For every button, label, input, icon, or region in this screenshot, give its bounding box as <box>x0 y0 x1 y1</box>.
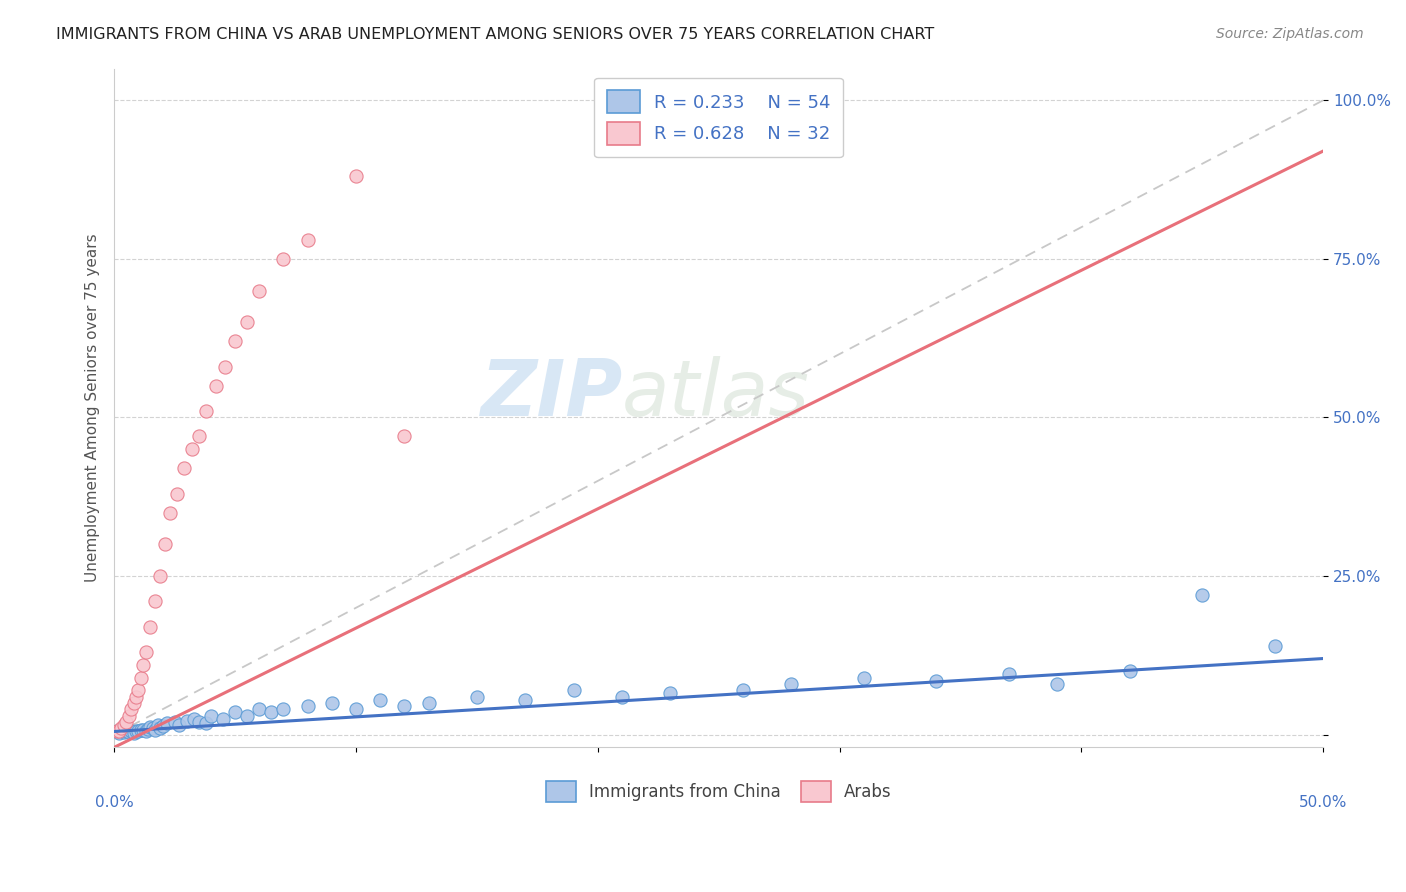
Point <box>139 620 162 634</box>
Point <box>112 718 135 732</box>
Text: atlas: atlas <box>621 357 810 433</box>
Point <box>118 708 141 723</box>
Point <box>183 712 205 726</box>
Point <box>163 714 186 729</box>
Point <box>129 723 152 738</box>
Point <box>195 404 218 418</box>
Point <box>110 723 132 737</box>
Y-axis label: Unemployment Among Seniors over 75 years: Unemployment Among Seniors over 75 years <box>86 234 100 582</box>
Point <box>127 683 149 698</box>
Point <box>1264 639 1286 653</box>
Point <box>129 671 152 685</box>
Point <box>112 725 135 739</box>
Point <box>125 723 148 738</box>
Point <box>321 696 343 710</box>
Point <box>260 706 283 720</box>
Point <box>212 712 235 726</box>
Point <box>187 714 209 729</box>
Point <box>610 690 633 704</box>
Point <box>852 671 875 685</box>
Point <box>780 677 803 691</box>
Point <box>394 699 416 714</box>
Point <box>187 429 209 443</box>
Point <box>214 359 236 374</box>
Point <box>122 696 145 710</box>
Point <box>135 723 157 738</box>
Point <box>344 169 367 184</box>
Point <box>152 719 174 733</box>
Point <box>120 702 142 716</box>
Point <box>273 702 295 716</box>
Point <box>118 725 141 739</box>
Point <box>659 686 682 700</box>
Point <box>236 708 259 723</box>
Point <box>108 725 131 739</box>
Point <box>127 724 149 739</box>
Point <box>105 724 128 739</box>
Point <box>135 645 157 659</box>
Point <box>142 721 165 735</box>
Point <box>394 429 416 443</box>
Point <box>297 233 319 247</box>
Point <box>132 657 155 672</box>
Point <box>166 486 188 500</box>
Point <box>1119 664 1142 678</box>
Point <box>139 720 162 734</box>
Point <box>146 718 169 732</box>
Text: Source: ZipAtlas.com: Source: ZipAtlas.com <box>1216 27 1364 41</box>
Point <box>515 692 537 706</box>
Point <box>180 442 202 457</box>
Point <box>159 506 181 520</box>
Point <box>465 690 488 704</box>
Point <box>418 696 440 710</box>
Point <box>1046 677 1069 691</box>
Point <box>122 725 145 739</box>
Point <box>105 724 128 739</box>
Point <box>173 461 195 475</box>
Point <box>998 667 1021 681</box>
Point <box>153 537 176 551</box>
Point <box>224 334 246 349</box>
Text: 50.0%: 50.0% <box>1299 795 1347 810</box>
Point <box>1191 588 1213 602</box>
Point <box>247 702 270 716</box>
Point <box>200 708 222 723</box>
Point <box>149 569 172 583</box>
Point <box>195 716 218 731</box>
Point <box>562 683 585 698</box>
Point <box>176 714 198 728</box>
Point <box>149 721 172 735</box>
Point <box>273 252 295 266</box>
Point <box>224 706 246 720</box>
Point <box>236 315 259 329</box>
Point <box>247 284 270 298</box>
Point <box>115 723 138 738</box>
Point <box>143 594 166 608</box>
Text: 0.0%: 0.0% <box>94 795 134 810</box>
Legend: Immigrants from China, Arabs: Immigrants from China, Arabs <box>534 769 904 814</box>
Point <box>925 673 948 688</box>
Point <box>136 722 159 736</box>
Point <box>143 723 166 737</box>
Point <box>108 723 131 738</box>
Text: ZIP: ZIP <box>479 357 621 433</box>
Point <box>115 714 138 729</box>
Point <box>110 721 132 735</box>
Point <box>125 690 148 704</box>
Point <box>731 683 754 698</box>
Point <box>132 723 155 737</box>
Point <box>120 724 142 739</box>
Point <box>344 702 367 716</box>
Point <box>368 692 391 706</box>
Point <box>169 717 191 731</box>
Point <box>297 699 319 714</box>
Point <box>156 716 179 731</box>
Text: IMMIGRANTS FROM CHINA VS ARAB UNEMPLOYMENT AMONG SENIORS OVER 75 YEARS CORRELATI: IMMIGRANTS FROM CHINA VS ARAB UNEMPLOYME… <box>56 27 935 42</box>
Point <box>204 378 226 392</box>
